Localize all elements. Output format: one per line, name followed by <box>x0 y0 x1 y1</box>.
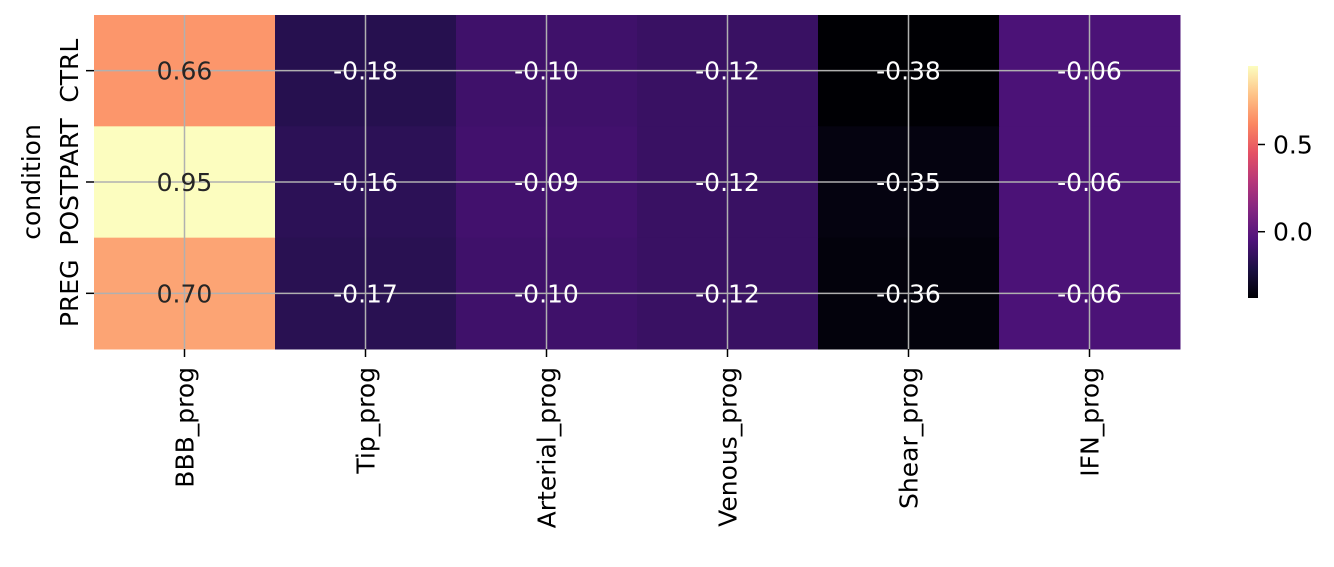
cell-annotation: 0.95 <box>157 168 213 197</box>
x-tick-label: IFN_prog <box>1076 367 1105 477</box>
x-tick-label: Shear_prog <box>895 367 924 509</box>
cell-annotation: -0.12 <box>695 279 760 308</box>
cell-annotation: -0.38 <box>876 57 941 86</box>
y-tick-label: POSTPART <box>55 118 84 246</box>
cell-annotation: -0.36 <box>876 279 941 308</box>
cell-annotation: -0.17 <box>333 279 398 308</box>
colorbar-tick-label: 0.5 <box>1273 130 1313 159</box>
x-tick-label: BBB_prog <box>171 367 200 488</box>
cell-annotation: -0.35 <box>876 168 941 197</box>
colorbar-gradient <box>1248 66 1258 298</box>
colorbar-tick-label: 0.0 <box>1273 218 1313 247</box>
cell-annotation: -0.06 <box>1057 168 1122 197</box>
cell-annotation: 0.70 <box>157 279 213 308</box>
y-tick-label: CTRL <box>55 39 84 103</box>
cell-annotation: -0.09 <box>514 168 579 197</box>
cell-annotation: 0.66 <box>157 57 213 86</box>
cell-annotation: -0.10 <box>514 279 579 308</box>
x-tick-label: Venous_prog <box>714 367 743 527</box>
cell-annotation: -0.06 <box>1057 57 1122 86</box>
cell-annotation: -0.06 <box>1057 279 1122 308</box>
colorbar: 0.5 0.0 <box>1248 66 1313 298</box>
cell-annotation: -0.10 <box>514 57 579 86</box>
grid-lines <box>94 15 1180 349</box>
cell-annotation: -0.12 <box>695 57 760 86</box>
cell-annotation: -0.18 <box>333 57 398 86</box>
cell-annotation: -0.16 <box>333 168 398 197</box>
y-axis-label: condition <box>17 124 46 240</box>
cell-annotations: 0.66 -0.18 -0.10 -0.12 -0.38 -0.06 0.95 -0.16 -0… <box>157 57 1122 309</box>
cell-annotation: -0.12 <box>695 168 760 197</box>
x-tick-label: Tip_prog <box>352 367 381 475</box>
y-tick-label: PREG <box>55 260 84 328</box>
axes: BBB_prog Tip_prog Arterial_prog Venous_prog… <box>55 39 1105 529</box>
x-tick-label: Arterial_prog <box>533 367 562 528</box>
